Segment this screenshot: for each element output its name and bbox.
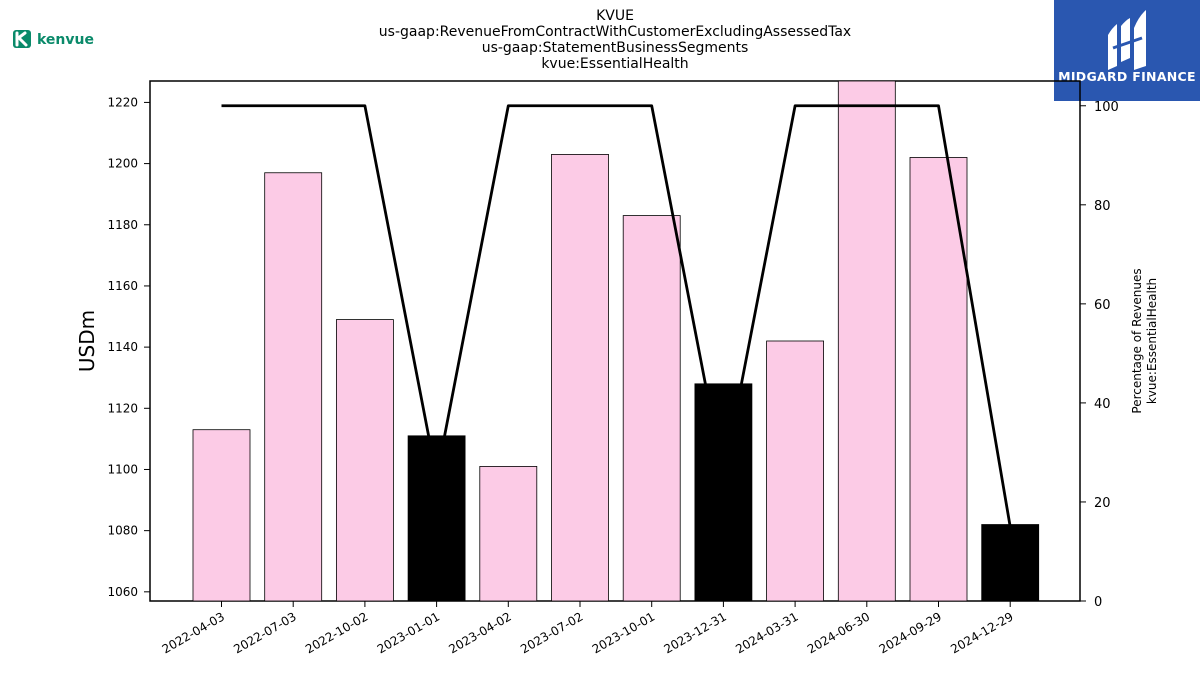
bar-2022-10-02 — [335, 319, 394, 602]
x-tick-label-2024-03-31: 2024-03-31 — [733, 609, 800, 656]
y-tick-label-right-60: 60 — [1094, 298, 1111, 313]
y-tick-label-left-1160: 1160 — [107, 279, 138, 293]
x-tick-label-2022-10-02: 2022-10-02 — [303, 609, 370, 656]
x-tick-label-2023-07-02: 2023-07-02 — [518, 609, 585, 656]
x-tick-label-2024-06-30: 2024-06-30 — [805, 609, 872, 656]
y-tick-label-right-20: 20 — [1094, 496, 1111, 511]
y-tick-label-left-1100: 1100 — [107, 462, 138, 476]
title-line-1: KVUE — [596, 8, 634, 24]
x-tick-label-2024-09-29: 2024-09-29 — [877, 609, 944, 656]
y-axis-right: 0 20 40 60 80 100 — [1080, 100, 1119, 610]
x-tick-label-2023-01-01: 2023-01-01 — [375, 609, 442, 656]
bar-2023-01-01 — [407, 435, 466, 602]
x-tick-label-2022-04-03: 2022-04-03 — [160, 609, 227, 656]
x-axis: 2022-04-03 2022-07-03 2022-10-02 2023-01-01… — [160, 601, 1016, 656]
bar-2022-04-03 — [192, 429, 251, 602]
percentage-line-group — [221, 104, 1012, 527]
bar-2022-07-03 — [264, 172, 323, 602]
y-tick-label-right-0: 0 — [1094, 595, 1102, 610]
bar-2024-06-30 — [837, 80, 896, 602]
plot-area — [149, 80, 1081, 602]
y-tick-label-left-1220: 1220 — [107, 95, 138, 109]
bar-2024-03-31 — [766, 340, 824, 602]
bar-2023-12-31 — [694, 383, 753, 602]
kenvue-logo-text: kenvue — [37, 32, 94, 48]
midgard-logo-icon — [1108, 10, 1146, 70]
bar-2024-09-29 — [909, 157, 968, 602]
x-tick-label-2024-12-29: 2024-12-29 — [948, 609, 1015, 656]
midgard-finance-badge: MIDGARD FINANCE — [1054, 0, 1200, 101]
y-tick-label-left-1060: 1060 — [107, 585, 138, 599]
bar-2023-07-02 — [551, 154, 609, 602]
x-tick-label-2023-04-02: 2023-04-02 — [446, 609, 513, 656]
chart-title: KVUE us-gaap:RevenueFromContractWithCust… — [379, 8, 851, 72]
bar-2023-04-02 — [479, 466, 538, 602]
y-axis-left: 1060 1080 1100 1120 1140 1160 1180 1200 1220 — [107, 95, 150, 599]
bar-2024-12-29 — [981, 524, 1040, 602]
title-line-4: kvue:EssentialHealth — [541, 56, 688, 72]
x-tick-label-2023-12-31: 2023-12-31 — [661, 609, 728, 656]
y-tick-label-left-1140: 1140 — [107, 340, 138, 354]
y-tick-label-right-40: 40 — [1094, 397, 1111, 412]
y-axis-label-right-line-1: Percentage of Revenues — [1130, 268, 1144, 413]
bar-2023-10-01 — [622, 215, 681, 602]
y-tick-label-right-100: 100 — [1094, 100, 1119, 115]
bars-group — [192, 80, 1040, 602]
percentage-line — [221, 104, 1012, 527]
y-axis-label-left: USDm — [75, 310, 99, 372]
y-tick-label-left-1120: 1120 — [107, 401, 138, 415]
x-tick-label-2022-07-03: 2022-07-03 — [231, 609, 298, 656]
kenvue-logo: kenvue — [13, 30, 94, 48]
y-tick-label-right-80: 80 — [1094, 199, 1111, 214]
y-tick-label-left-1080: 1080 — [107, 524, 138, 538]
title-line-2: us-gaap:RevenueFromContractWithCustomerE… — [379, 24, 851, 40]
midgard-logo-text: MIDGARD FINANCE — [1058, 69, 1196, 84]
y-axis-label-right-line-2: kvue:EssentialHealth — [1145, 278, 1159, 404]
x-tick-label-2023-10-01: 2023-10-01 — [590, 609, 657, 656]
y-tick-label-left-1180: 1180 — [107, 218, 138, 232]
y-tick-label-left-1200: 1200 — [107, 157, 138, 171]
title-line-3: us-gaap:StatementBusinessSegments — [482, 40, 749, 56]
